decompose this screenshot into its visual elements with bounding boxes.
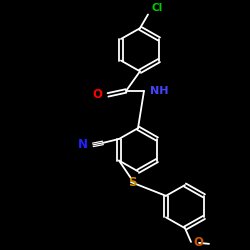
Text: NH: NH: [150, 86, 169, 96]
Text: N: N: [78, 138, 88, 151]
Text: Cl: Cl: [151, 2, 162, 12]
Text: O: O: [193, 236, 203, 249]
Text: S: S: [128, 176, 136, 188]
Text: O: O: [92, 88, 102, 101]
